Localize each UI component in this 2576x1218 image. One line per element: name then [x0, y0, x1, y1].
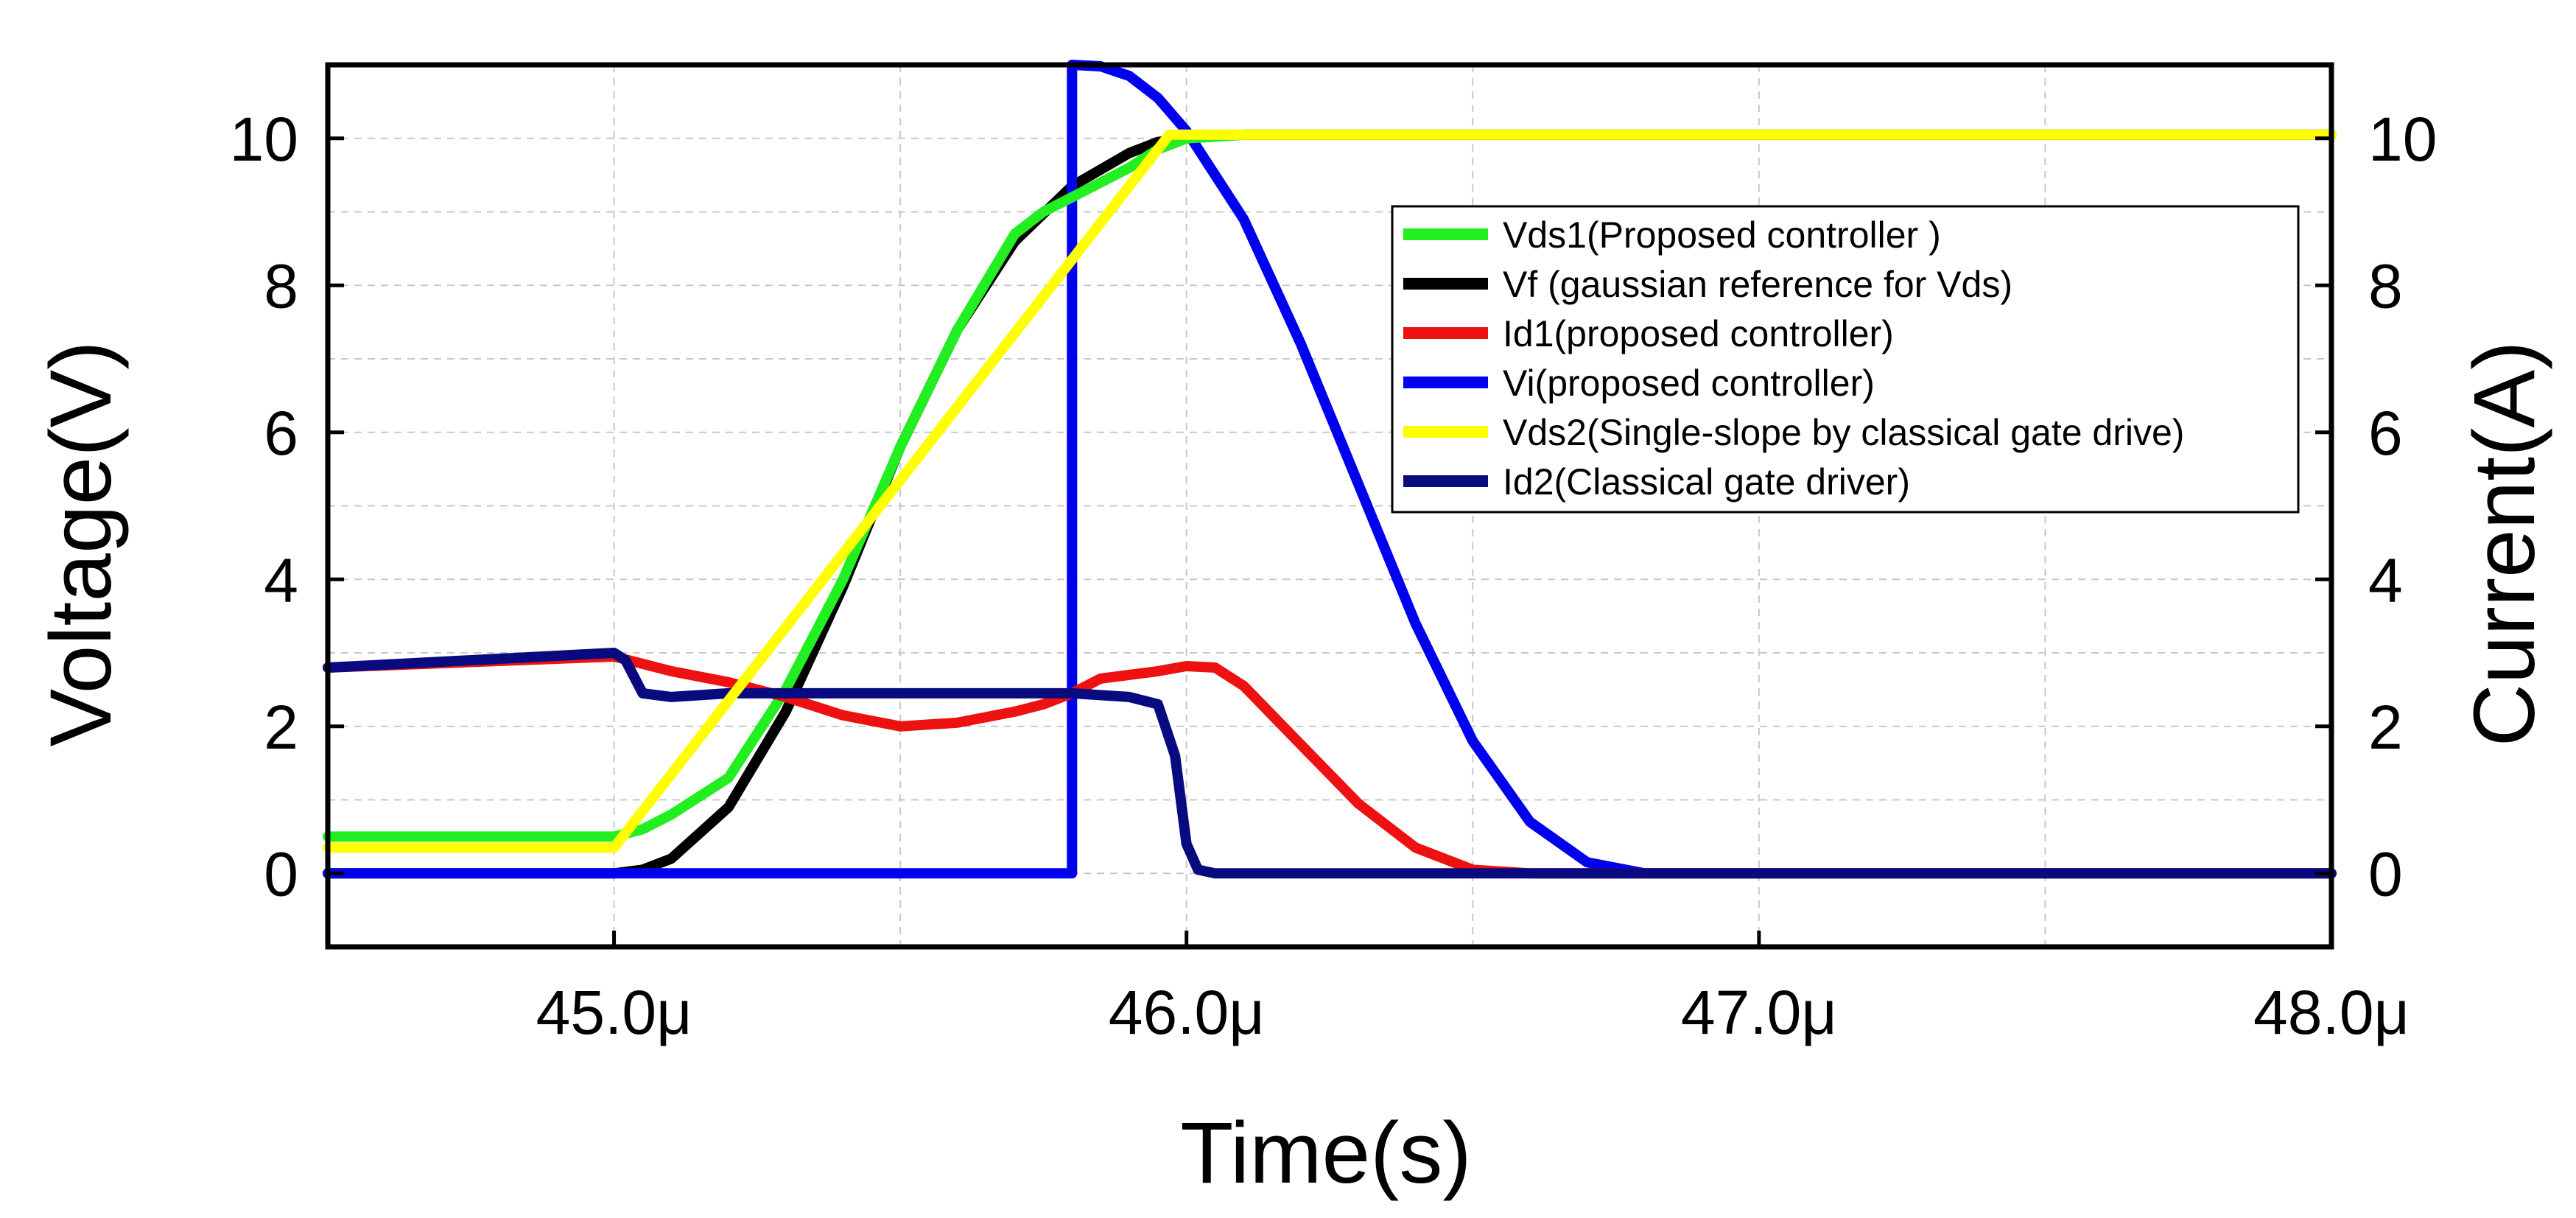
legend-label: Id2(Classical gate driver): [1503, 461, 1910, 503]
x-tick-label: 45.0μ: [536, 978, 692, 1047]
series-line-vds1: [323, 129, 2337, 842]
series-line-id2: [323, 648, 2337, 879]
series-line-vds2: [323, 129, 2337, 853]
legend: Vds1(Proposed controller ) Vf (gaussian r…: [1391, 205, 2300, 514]
plot-frame: [325, 62, 2334, 950]
y2-tick-label: 0: [2368, 839, 2403, 909]
y2-tick-label: 2: [2368, 693, 2403, 762]
legend-label: Vf (gaussian reference for Vds): [1503, 264, 2012, 305]
legend-box: [1391, 205, 2300, 514]
y-tick-label: 10: [230, 105, 298, 174]
legend-label: Id1(proposed controller): [1503, 313, 1894, 354]
y-tick-label: 6: [264, 399, 298, 468]
x-axis-title: Time(s): [1180, 1105, 1471, 1202]
y-tick-label: 4: [264, 545, 298, 615]
legend-label: Vds1(Proposed controller ): [1503, 214, 1941, 256]
y-axis-title: Voltage(V): [32, 341, 130, 747]
y2-axis-title: Current(A): [2456, 341, 2553, 747]
y2-tick-label: 8: [2368, 251, 2403, 321]
ticks: [328, 136, 2334, 947]
y2-tick-label: 10: [2368, 105, 2437, 174]
x-tick-label: 46.0μ: [1109, 978, 1265, 1047]
legend-label: Vi(proposed controller): [1503, 363, 1875, 404]
y2-tick-label: 4: [2368, 545, 2403, 615]
y2-tick-label: 6: [2368, 399, 2403, 468]
y-tick-label: 0: [264, 839, 298, 909]
y-tick-label: 2: [264, 693, 298, 762]
y-tick-label: 8: [264, 251, 298, 321]
tick-labels: 45.0μ 46.0μ 47.0μ 48.0μ 0 2 4 6 8 10 0 2 4 6 8 10: [230, 105, 2438, 1047]
x-tick-label: 47.0μ: [1681, 978, 1837, 1047]
x-tick-label: 48.0μ: [2253, 978, 2410, 1047]
legend-label: Vds2(Single-slope by classical gate driv…: [1503, 412, 2184, 453]
